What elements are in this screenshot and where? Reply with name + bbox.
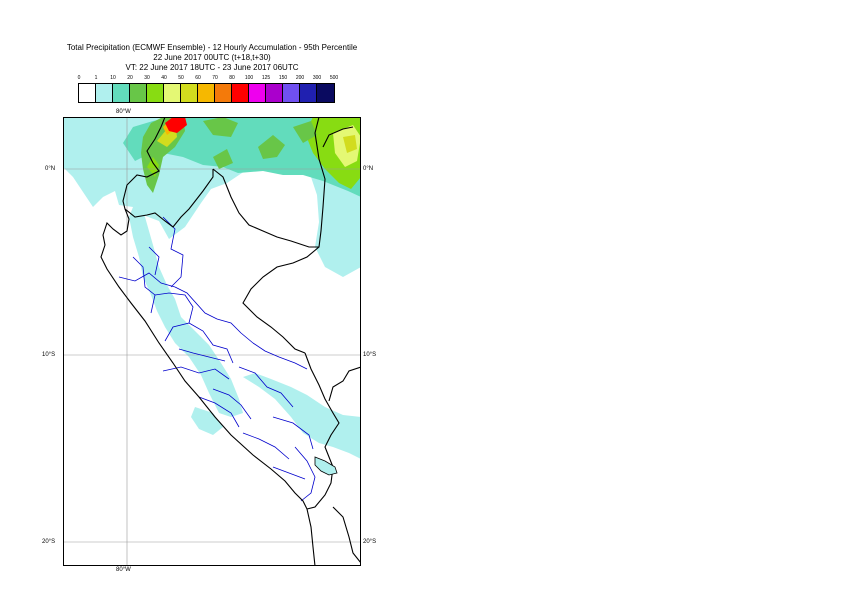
legend-tick-label: 500 (329, 75, 339, 81)
legend-swatches (78, 83, 335, 103)
map-run-time: 22 June 2017 00UTC (t+18,t+30) (153, 53, 271, 62)
lon-label-bottom: 80°W (116, 567, 131, 573)
legend-tick-label: 60 (195, 75, 201, 81)
lat-label-left-0: 0°N (45, 166, 56, 172)
legend-swatch (232, 84, 249, 102)
region-boundaries (118, 216, 316, 502)
legend-swatch (79, 84, 96, 102)
legend-tick-label: 200 (295, 75, 305, 81)
precipitation-map (63, 117, 361, 566)
lake-titicaca (314, 456, 338, 476)
country-borders (100, 117, 361, 566)
graticule (63, 117, 361, 566)
legend-tick-label: 100 (244, 75, 254, 81)
lat-label-right-20s: 20°S (363, 539, 377, 545)
legend-swatch (215, 84, 232, 102)
legend-tick-label: 150 (278, 75, 288, 81)
lat-label-right-10s: 10°S (363, 352, 377, 358)
legend-tick-label: 1 (94, 75, 98, 81)
lat-label-left-10s: 10°S (42, 352, 56, 358)
precip-shading (63, 117, 361, 459)
legend-swatch (317, 84, 334, 102)
lat-label-left-20s: 20°S (42, 539, 56, 545)
legend-tick-label: 0 (77, 75, 81, 81)
legend-tick-label: 125 (261, 75, 271, 81)
legend-tick-label: 10 (110, 75, 116, 81)
color-legend: 0 1 10 20 30 40 50 60 70 80 100 125 150 200 300 500 (76, 75, 348, 103)
legend-swatch (266, 84, 283, 102)
legend-swatch (130, 84, 147, 102)
legend-swatch (249, 84, 266, 102)
legend-swatch (198, 84, 215, 102)
lon-label-top: 80°W (116, 109, 131, 115)
map-frame (63, 117, 361, 566)
lat-label-right-0: 0°N (363, 166, 374, 172)
legend-tick-label: 80 (229, 75, 235, 81)
legend-tick-label: 70 (212, 75, 218, 81)
legend-tick-label: 300 (312, 75, 322, 81)
legend-tick-label: 40 (161, 75, 167, 81)
legend-swatch (181, 84, 198, 102)
legend-swatch (147, 84, 164, 102)
legend-swatch (113, 84, 130, 102)
legend-swatch (300, 84, 317, 102)
legend-tick-label: 30 (144, 75, 150, 81)
legend-tick-label: 20 (127, 75, 133, 81)
map-title: Total Precipitation (ECMWF Ensemble) - 1… (66, 43, 358, 52)
legend-tick-label: 50 (178, 75, 184, 81)
legend-swatch (96, 84, 113, 102)
legend-swatch (164, 84, 181, 102)
legend-swatch (283, 84, 300, 102)
map-valid-time: VT: 22 June 2017 18UTC - 23 June 2017 06… (125, 63, 299, 72)
